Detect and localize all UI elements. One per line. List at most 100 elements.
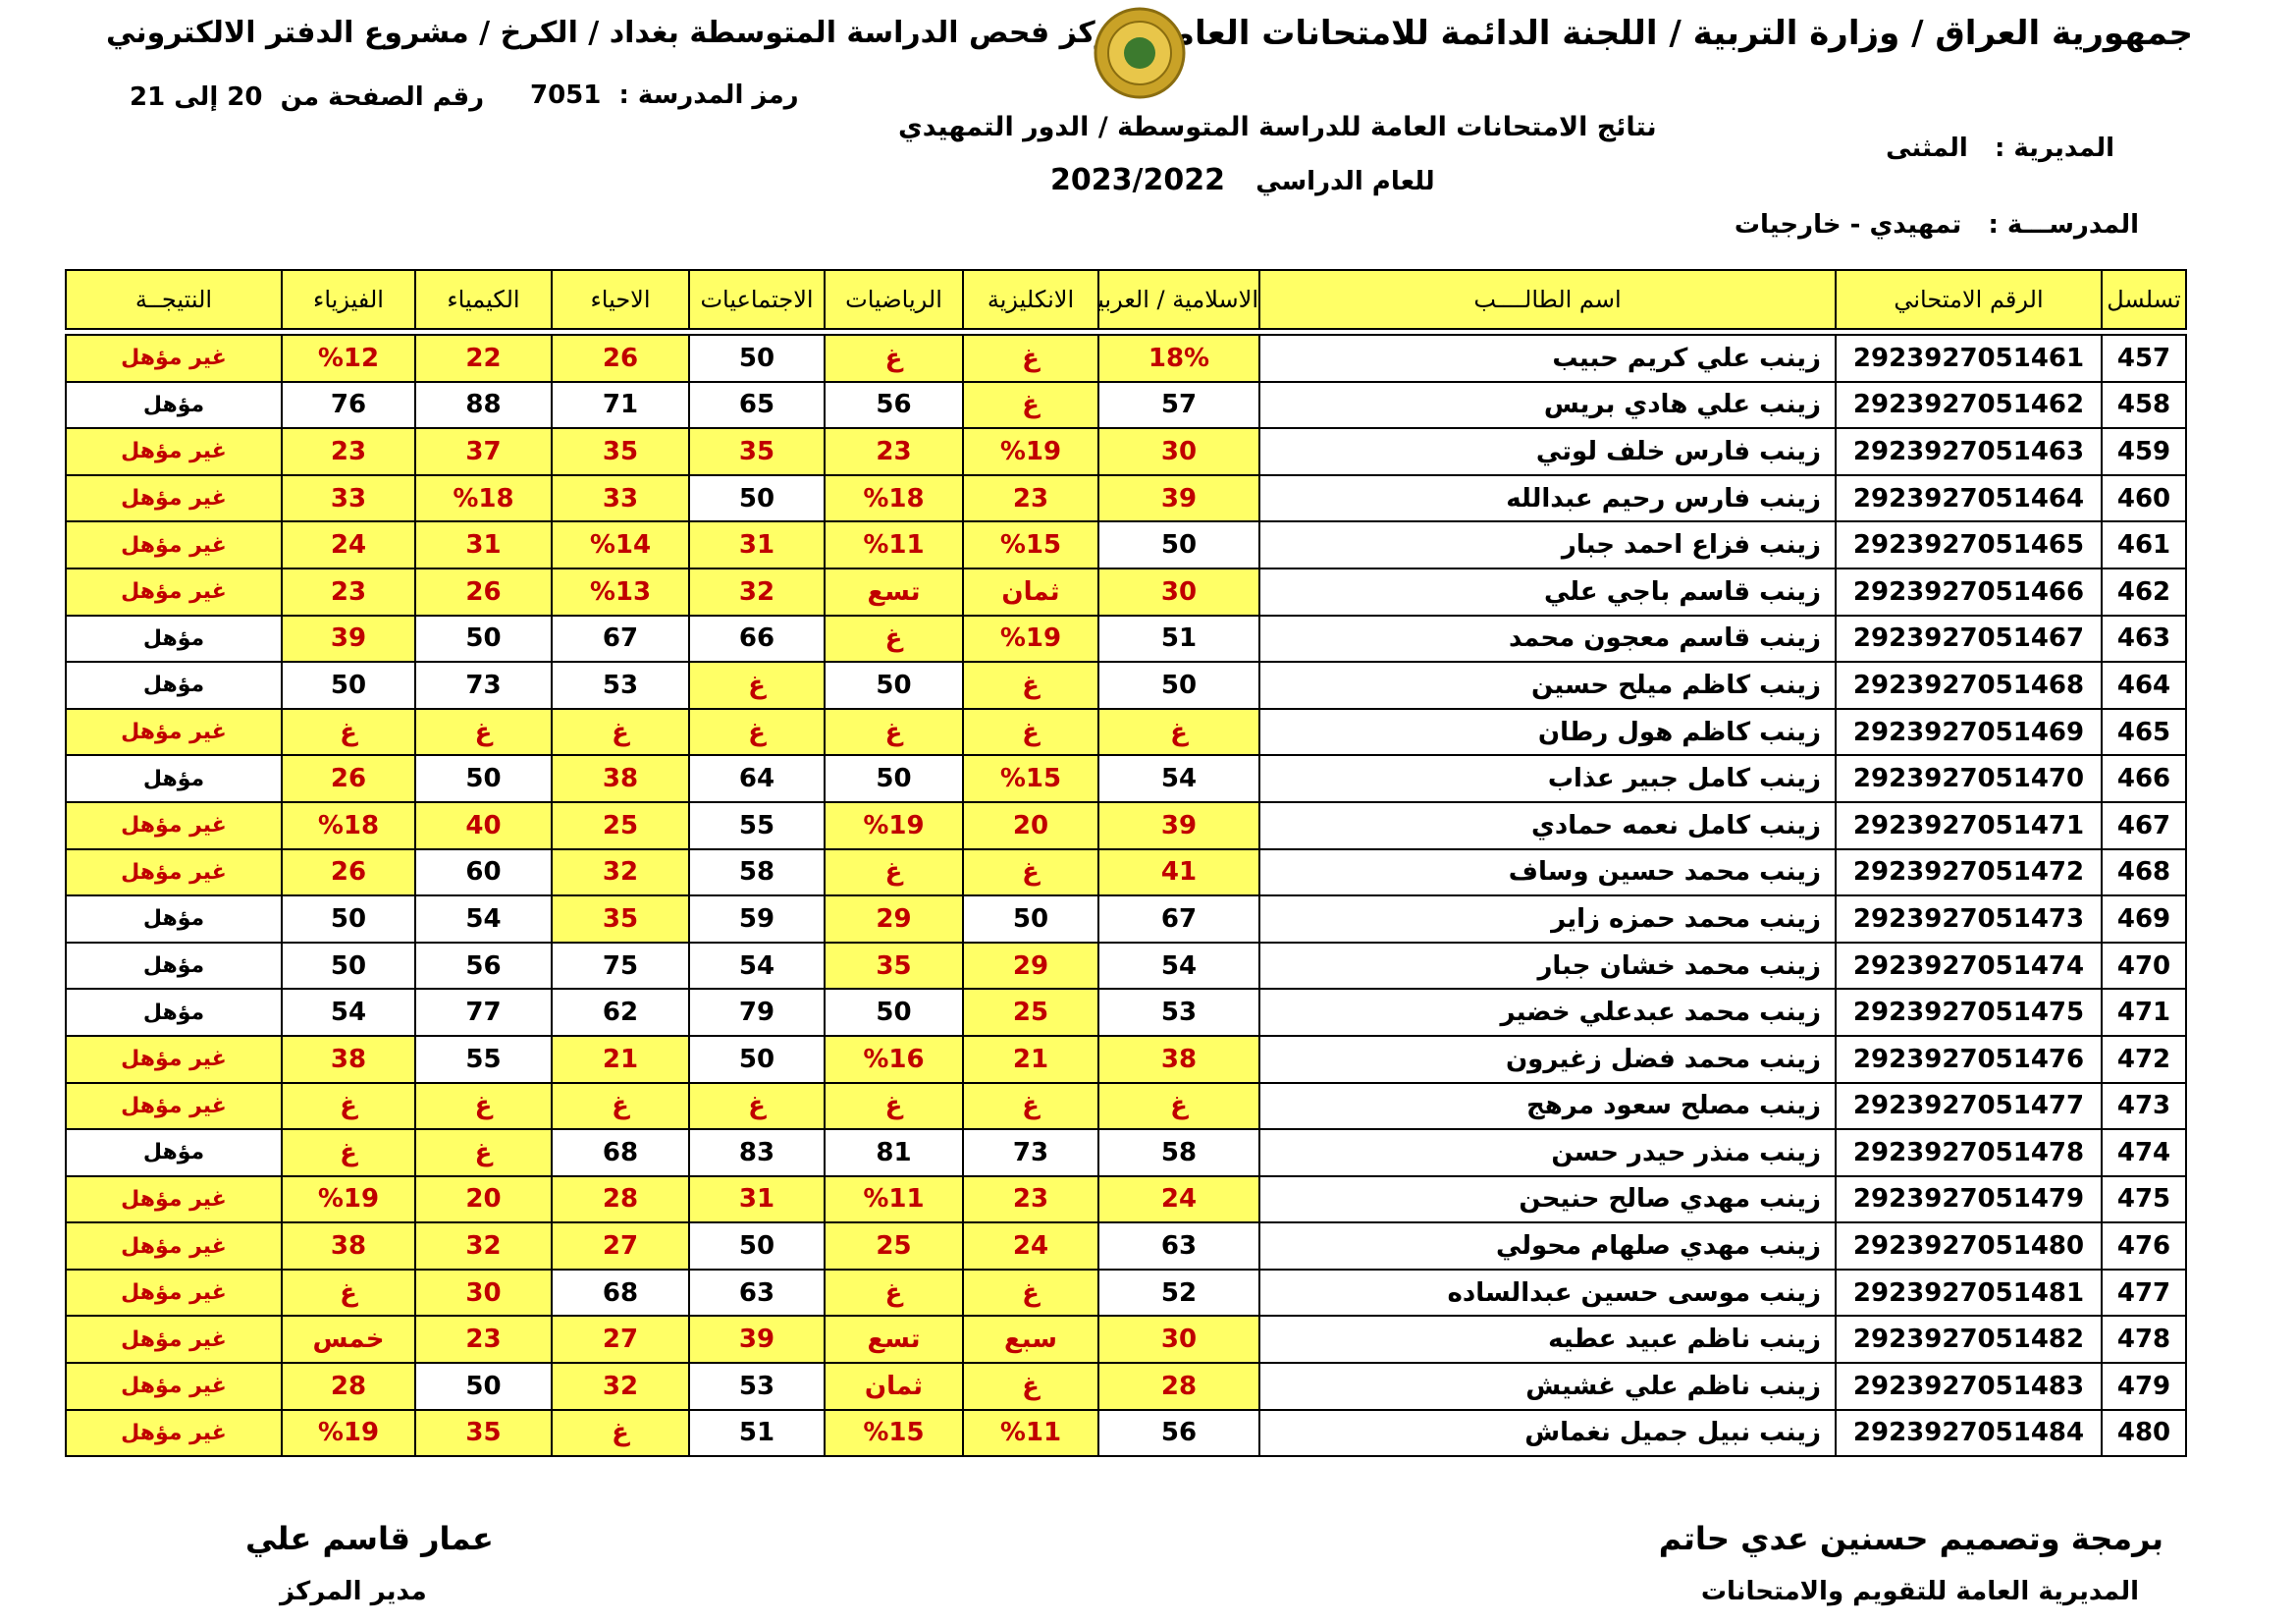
grade: 50 bbox=[688, 334, 826, 383]
year: للعام الدراسي 2023/2022 bbox=[1050, 163, 1435, 197]
column-header: الكيمياء bbox=[414, 269, 553, 330]
grade: 39 bbox=[281, 614, 416, 664]
serial: 474 bbox=[2101, 1128, 2187, 1177]
result: مؤهل bbox=[65, 941, 283, 991]
grade: 38 bbox=[281, 1221, 416, 1271]
exam-number: 2923927051478 bbox=[1835, 1128, 2103, 1177]
directorate: المديرية : المثنى bbox=[1886, 134, 2114, 163]
exam-number: 2923927051471 bbox=[1835, 800, 2103, 850]
grade: 28 bbox=[551, 1174, 690, 1224]
result: مؤهل bbox=[65, 380, 283, 430]
student-row: 468 2923927051472 زينب محمد حسين وساف 41 غ غ 5… bbox=[65, 847, 2187, 897]
grade: 55 bbox=[414, 1034, 553, 1084]
grade: غ bbox=[824, 1081, 964, 1131]
grade: 54 bbox=[281, 988, 416, 1037]
grade: 32 bbox=[688, 567, 826, 617]
student-row: 478 2923927051482 زينب ناظم عبيد عطيه 30 سبع… bbox=[65, 1315, 2187, 1365]
grade: 50 bbox=[962, 894, 1099, 944]
student-row: 459 2923927051463 زينب فارس خلف لوتي 30 %19 2… bbox=[65, 427, 2187, 476]
serial: 468 bbox=[2101, 847, 2187, 897]
serial: 457 bbox=[2101, 334, 2187, 383]
grade: 33 bbox=[281, 473, 416, 523]
student-name: زينب ناظم علي غشيش bbox=[1258, 1362, 1837, 1411]
grade: 77 bbox=[414, 988, 553, 1037]
subtitle: نتائج الامتحانات العامة للدراسة المتوسطة… bbox=[898, 112, 1657, 142]
exam-number: 2923927051481 bbox=[1835, 1268, 2103, 1318]
student-row: 475 2923927051479 زينب مهدي صالح حنيحن 24 23… bbox=[65, 1174, 2187, 1224]
student-row: 480 2923927051484 زينب نبيل جميل نغماش 56 %1… bbox=[65, 1408, 2187, 1458]
student-name: زينب قاسم باجي علي bbox=[1258, 567, 1837, 617]
exam-number: 2923927051475 bbox=[1835, 988, 2103, 1037]
grade: 31 bbox=[688, 1174, 826, 1224]
grade: %11 bbox=[962, 1408, 1099, 1458]
grade: %15 bbox=[962, 754, 1099, 803]
exam-number: 2923927051473 bbox=[1835, 894, 2103, 944]
grade: %11 bbox=[824, 1174, 964, 1224]
grade: 50 bbox=[824, 988, 964, 1037]
student-name: زينب نبيل جميل نغماش bbox=[1258, 1408, 1837, 1458]
grade: 76 bbox=[281, 380, 416, 430]
grade: %18 bbox=[281, 800, 416, 850]
column-header: الاسلامية / العربية bbox=[1097, 269, 1260, 330]
grade: ثمان bbox=[824, 1362, 964, 1411]
grade: غ bbox=[551, 1081, 690, 1131]
grade: 35 bbox=[688, 427, 826, 476]
serial: 473 bbox=[2101, 1081, 2187, 1131]
column-header: الانكليزية bbox=[962, 269, 1099, 330]
grade: تسع bbox=[824, 1315, 964, 1365]
grade: 53 bbox=[688, 1362, 826, 1411]
page-from: 20 bbox=[227, 82, 263, 112]
exam-number: 2923927051468 bbox=[1835, 661, 2103, 710]
year-label: للعام الدراسي bbox=[1255, 167, 1435, 196]
student-name: زينب كاظم ميلح حسين bbox=[1258, 661, 1837, 710]
grade: 55 bbox=[688, 800, 826, 850]
grade: %13 bbox=[551, 567, 690, 617]
student-row: 460 2923927051464 زينب فارس رحيم عبدالله 39… bbox=[65, 473, 2187, 523]
result: غير مؤهل bbox=[65, 473, 283, 523]
column-header: تسلسل bbox=[2101, 269, 2187, 330]
result: غير مؤهل bbox=[65, 427, 283, 476]
grade: %18 bbox=[824, 473, 964, 523]
grade: 60 bbox=[414, 847, 553, 897]
grade: 50 bbox=[688, 473, 826, 523]
column-header: الاجتماعيات bbox=[688, 269, 826, 330]
center: مركز فحص الدراسة المتوسطة بغداد / الكرخ … bbox=[106, 16, 1132, 50]
student-name: زينب كامل جبير عذاب bbox=[1258, 754, 1837, 803]
result: غير مؤهل bbox=[65, 1081, 283, 1131]
result: غير مؤهل bbox=[65, 567, 283, 617]
grade: 73 bbox=[962, 1128, 1099, 1177]
grade: 29 bbox=[962, 941, 1099, 991]
student-name: زينب فارس خلف لوتي bbox=[1258, 427, 1837, 476]
grade: 25 bbox=[824, 1221, 964, 1271]
grade: 31 bbox=[414, 520, 553, 569]
grade: 73 bbox=[414, 661, 553, 710]
serial: 479 bbox=[2101, 1362, 2187, 1411]
student-row: 464 2923927051468 زينب كاظم ميلح حسين 50 غ 50… bbox=[65, 661, 2187, 710]
grade: غ bbox=[962, 334, 1099, 383]
result: غير مؤهل bbox=[65, 707, 283, 757]
grade: غ bbox=[281, 1128, 416, 1177]
grade: 53 bbox=[551, 661, 690, 710]
grade: 50 bbox=[824, 661, 964, 710]
grade: غ bbox=[962, 847, 1099, 897]
grade: 54 bbox=[414, 894, 553, 944]
school-code-label: رمز المدرسة : bbox=[618, 81, 799, 110]
grade: غ bbox=[962, 1268, 1099, 1318]
grade: غ bbox=[962, 707, 1099, 757]
grade: 20 bbox=[414, 1174, 553, 1224]
student-row: 462 2923927051466 زينب قاسم باجي علي 30 ثمان… bbox=[65, 567, 2187, 617]
serial: 460 bbox=[2101, 473, 2187, 523]
grade: 35 bbox=[551, 894, 690, 944]
grade: 50 bbox=[414, 1362, 553, 1411]
student-name: زينب محمد فضل زغيرون bbox=[1258, 1034, 1837, 1084]
school-code-value: 7051 bbox=[530, 81, 602, 110]
exam-number: 2923927051466 bbox=[1835, 567, 2103, 617]
serial: 464 bbox=[2101, 661, 2187, 710]
serial: 472 bbox=[2101, 1034, 2187, 1084]
column-header: الرياضيات bbox=[824, 269, 964, 330]
grade: 32 bbox=[414, 1221, 553, 1271]
grade: غ bbox=[281, 707, 416, 757]
student-row: 472 2923927051476 زينب محمد فضل زغيرون 38 21… bbox=[65, 1034, 2187, 1084]
student-row: 471 2923927051475 زينب محمد عبدعلي خضير 53 2… bbox=[65, 988, 2187, 1037]
